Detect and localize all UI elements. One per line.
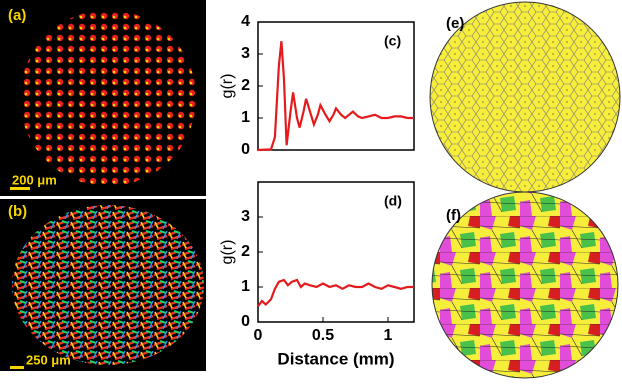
figure: (a) (b) 200 μm 250 μm (e) (f) 0 1 2 3 4 g(r) (… <box>0 0 622 380</box>
y-tick-label: 4 <box>241 13 250 30</box>
panel-label: (b) <box>8 203 27 220</box>
x-tick-label: 0.5 <box>312 327 334 344</box>
y-tick-label: 0 <box>241 313 250 330</box>
y-tick-label: 2 <box>241 243 250 260</box>
particles <box>20 10 196 186</box>
panel-label: (f) <box>446 207 461 224</box>
data-line <box>258 41 414 150</box>
y-tick-label: 1 <box>241 278 250 295</box>
y-tick-label: 3 <box>241 45 250 62</box>
y-axis-label: g(r) <box>219 74 236 99</box>
annotation: (c) <box>384 33 401 49</box>
scale-bar-label: 200 μm <box>12 172 57 187</box>
y-tick-label: 3 <box>241 208 250 225</box>
x-axis-label: Distance (mm) <box>277 349 394 368</box>
x-tick-label: 1 <box>384 327 393 344</box>
scale-bar <box>10 187 30 190</box>
charts: 0 1 2 3 4 g(r) (c) 0 1 2 3 0 0.5 1 g(r) (d) Distance (mm… <box>219 13 414 368</box>
scale-bar-label: 250 μm <box>26 352 71 367</box>
trajectories <box>12 205 204 365</box>
data-line <box>258 280 414 306</box>
annotation: (d) <box>384 193 402 209</box>
y-tick-label: 0 <box>241 141 250 158</box>
x-tick-label: 0 <box>254 327 263 344</box>
scale-bar <box>10 366 24 369</box>
y-tick-label: 1 <box>241 109 250 126</box>
y-tick-label: 2 <box>241 77 250 94</box>
panel-label: (e) <box>446 15 464 32</box>
y-axis-label: g(r) <box>219 240 236 265</box>
panel-label: (a) <box>8 7 26 24</box>
